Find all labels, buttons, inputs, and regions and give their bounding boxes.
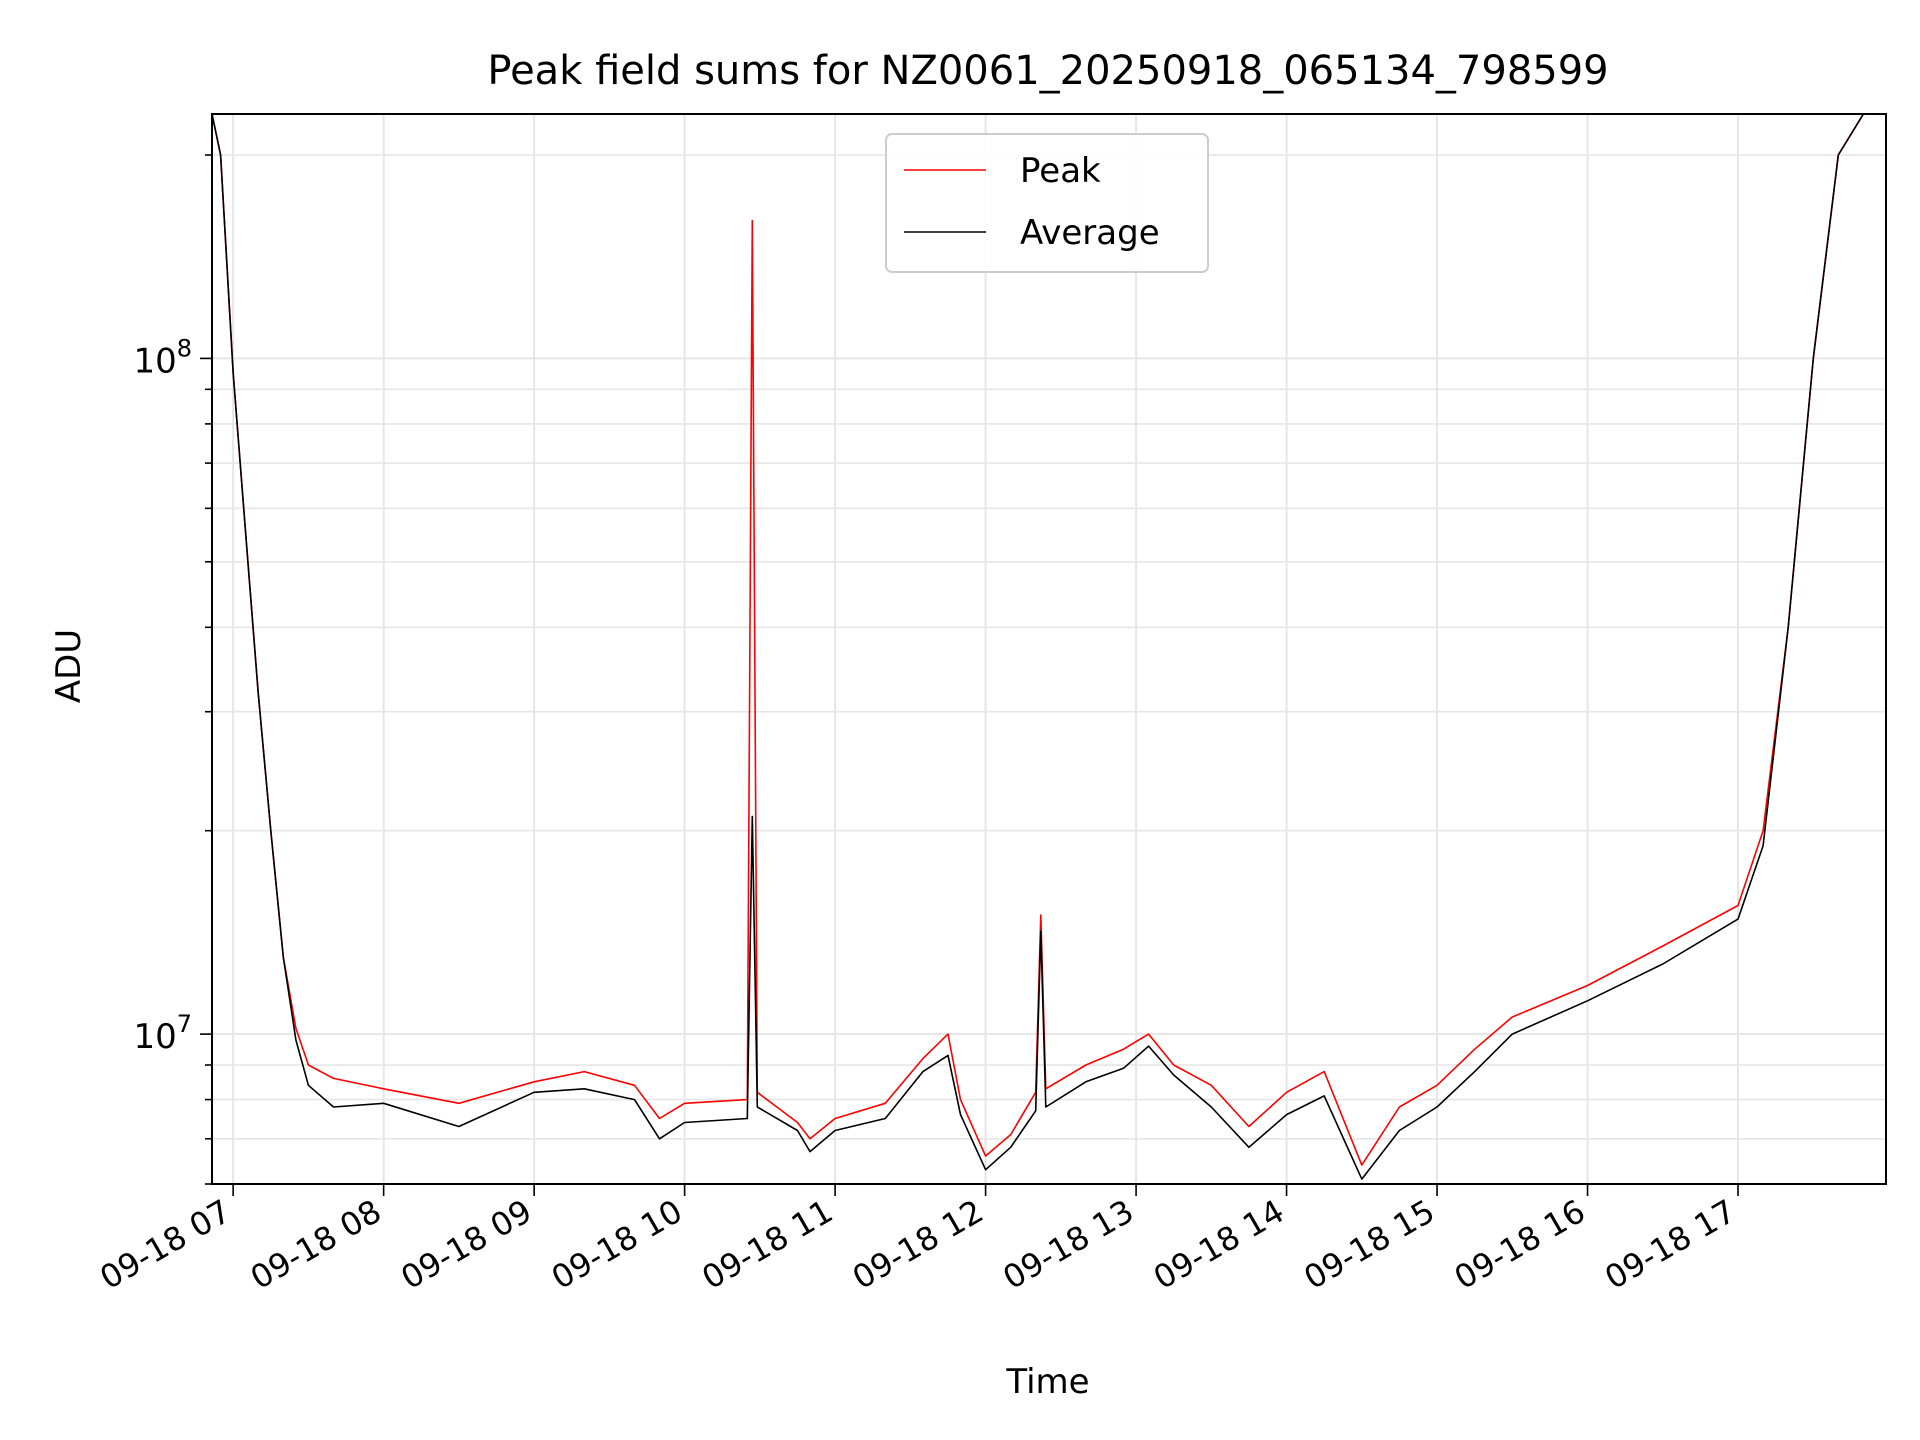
y-tick-label: 108 [133, 334, 192, 381]
legend: Peak Average [885, 133, 1209, 273]
series-layer [212, 114, 1865, 1180]
chart-title: Peak field sums for NZ0061_20250918_0651… [487, 48, 1608, 94]
y-tick-label: 107 [133, 1010, 192, 1057]
legend-label-peak: Peak [1020, 151, 1101, 191]
plot-frame [211, 113, 1887, 1185]
legend-box [885, 133, 1209, 273]
series-line-average [212, 114, 1865, 1180]
x-axis-label: Time [1005, 1362, 1089, 1402]
y-axis: 107 108 [133, 154, 212, 1185]
series-line-peak [212, 114, 1865, 1166]
legend-label-average: Average [1020, 213, 1160, 253]
y-axis-label: ADU [49, 629, 89, 703]
